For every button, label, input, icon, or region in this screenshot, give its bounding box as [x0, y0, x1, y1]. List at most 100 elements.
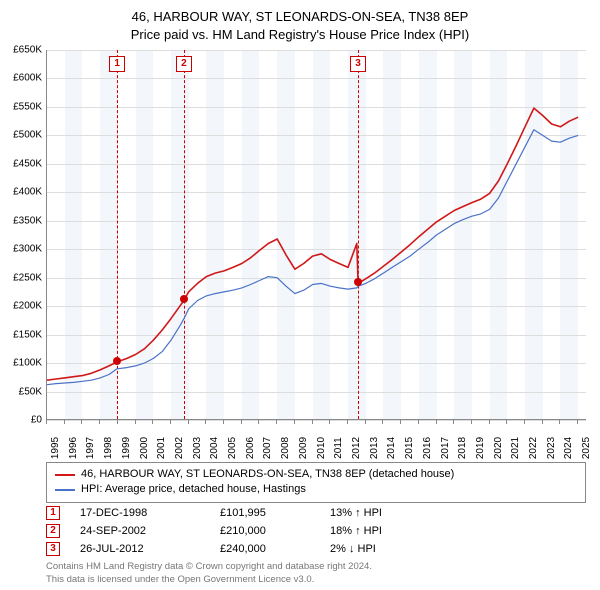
sale-diff: 18% ↑ HPI	[330, 525, 420, 537]
xtick-label: 2019	[475, 437, 486, 459]
xtick-mark	[152, 420, 153, 424]
xtick-mark	[276, 420, 277, 424]
xtick-label: 2024	[563, 437, 574, 459]
xtick-label: 2014	[386, 437, 397, 459]
xtick-label: 2016	[422, 437, 433, 459]
xtick-label: 1995	[50, 437, 61, 459]
xtick-label: 2022	[528, 437, 539, 459]
ytick-label: £50K	[2, 386, 42, 397]
xtick-mark	[294, 420, 295, 424]
xtick-mark	[453, 420, 454, 424]
xtick-mark	[524, 420, 525, 424]
xtick-label: 2008	[280, 437, 291, 459]
legend-label-property: 46, HARBOUR WAY, ST LEONARDS-ON-SEA, TN3…	[81, 467, 454, 482]
xtick-mark	[418, 420, 419, 424]
ytick-label: £200K	[2, 301, 42, 312]
xtick-mark	[400, 420, 401, 424]
xtick-label: 2013	[369, 437, 380, 459]
xtick-label: 2007	[262, 437, 273, 459]
ytick-label: £350K	[2, 215, 42, 226]
sale-diff: 2% ↓ HPI	[330, 543, 420, 555]
title-line2: Price paid vs. HM Land Registry's House …	[0, 26, 600, 44]
sale-date: 26-JUL-2012	[80, 543, 220, 555]
footer-line2: This data is licensed under the Open Gov…	[46, 574, 586, 586]
ytick-label: £500K	[2, 130, 42, 141]
xtick-label: 1996	[68, 437, 79, 459]
xtick-label: 2002	[174, 437, 185, 459]
xtick-label: 2018	[457, 437, 468, 459]
sale-date: 17-DEC-1998	[80, 507, 220, 519]
xtick-mark	[117, 420, 118, 424]
xtick-mark	[347, 420, 348, 424]
xtick-mark	[81, 420, 82, 424]
ytick-label: £250K	[2, 272, 42, 283]
xtick-label: 1998	[103, 437, 114, 459]
xtick-mark	[559, 420, 560, 424]
legend-label-hpi: HPI: Average price, detached house, Hast…	[81, 482, 306, 497]
xtick-label: 2001	[156, 437, 167, 459]
footer-line1: Contains HM Land Registry data © Crown c…	[46, 561, 586, 573]
xtick-mark	[64, 420, 65, 424]
xtick-label: 2006	[245, 437, 256, 459]
ytick-label: £550K	[2, 101, 42, 112]
legend-swatch-hpi	[55, 489, 75, 491]
xtick-mark	[312, 420, 313, 424]
sale-date: 24-SEP-2002	[80, 525, 220, 537]
ytick-label: £0	[2, 415, 42, 426]
xtick-mark	[258, 420, 259, 424]
ytick-label: £450K	[2, 158, 42, 169]
event-marker-box: 2	[176, 56, 192, 72]
xtick-label: 2017	[440, 437, 451, 459]
x-axis-ticks: 1995199619971998199920002001200220032004…	[46, 420, 586, 460]
xtick-label: 2010	[316, 437, 327, 459]
event-marker-box: 3	[350, 56, 366, 72]
xtick-mark	[542, 420, 543, 424]
legend-row-property: 46, HARBOUR WAY, ST LEONARDS-ON-SEA, TN3…	[55, 467, 577, 482]
sale-diff: 13% ↑ HPI	[330, 507, 420, 519]
xtick-label: 2012	[351, 437, 362, 459]
ytick-label: £100K	[2, 358, 42, 369]
xtick-label: 2004	[209, 437, 220, 459]
xtick-label: 1999	[121, 437, 132, 459]
xtick-mark	[99, 420, 100, 424]
series-hpi	[47, 130, 578, 385]
event-dot	[180, 295, 188, 303]
ytick-label: £600K	[2, 73, 42, 84]
xtick-label: 2020	[493, 437, 504, 459]
sale-row: 1 17-DEC-1998£101,99513% ↑ HPI	[46, 504, 586, 522]
xtick-label: 2005	[227, 437, 238, 459]
xtick-mark	[329, 420, 330, 424]
legend-row-hpi: HPI: Average price, detached house, Hast…	[55, 482, 577, 497]
sale-marker-box: 1	[46, 506, 60, 520]
series-property	[47, 108, 578, 380]
xtick-mark	[135, 420, 136, 424]
ytick-label: £650K	[2, 45, 42, 56]
xtick-mark	[471, 420, 472, 424]
xtick-mark	[205, 420, 206, 424]
xtick-mark	[436, 420, 437, 424]
xtick-label: 2009	[298, 437, 309, 459]
xtick-mark	[241, 420, 242, 424]
sale-row: 224-SEP-2002£210,00018% ↑ HPI	[46, 522, 586, 540]
ytick-label: £400K	[2, 187, 42, 198]
legend: 46, HARBOUR WAY, ST LEONARDS-ON-SEA, TN3…	[46, 462, 586, 503]
xtick-label: 2023	[546, 437, 557, 459]
sale-price: £210,000	[220, 525, 330, 537]
title-line1: 46, HARBOUR WAY, ST LEONARDS-ON-SEA, TN3…	[0, 8, 600, 26]
chart-plot-area: 123	[46, 50, 586, 420]
xtick-mark	[489, 420, 490, 424]
xtick-mark	[46, 420, 47, 424]
chart-title: 46, HARBOUR WAY, ST LEONARDS-ON-SEA, TN3…	[0, 0, 600, 43]
sale-row: 326-JUL-2012£240,0002% ↓ HPI	[46, 540, 586, 558]
sale-marker-box: 3	[46, 542, 60, 556]
xtick-mark	[188, 420, 189, 424]
xtick-label: 1997	[85, 437, 96, 459]
xtick-label: 2021	[510, 437, 521, 459]
event-dot	[354, 278, 362, 286]
xtick-mark	[382, 420, 383, 424]
xtick-mark	[577, 420, 578, 424]
legend-swatch-property	[55, 474, 75, 476]
ytick-label: £300K	[2, 244, 42, 255]
xtick-mark	[223, 420, 224, 424]
sale-price: £101,995	[220, 507, 330, 519]
